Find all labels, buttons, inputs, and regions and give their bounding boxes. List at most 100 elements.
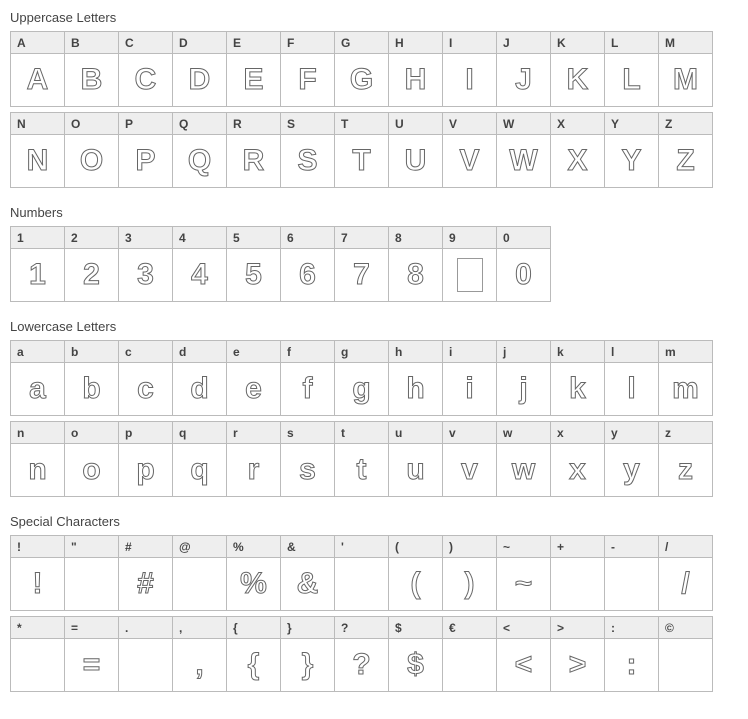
cell-glyph: i: [443, 363, 496, 415]
glyph-character: 7: [353, 258, 370, 292]
glyph-character: }: [302, 648, 314, 682]
character-cell: ==: [64, 616, 119, 692]
cell-glyph: =: [65, 639, 118, 691]
cell-header-label: W: [497, 113, 550, 135]
cell-glyph: g: [335, 363, 388, 415]
cell-glyph: h: [389, 363, 442, 415]
glyph-character: v: [461, 453, 478, 487]
cell-glyph: m: [659, 363, 712, 415]
character-cell: tt: [334, 421, 389, 497]
glyph-character: P: [135, 144, 155, 178]
character-cell: LL: [604, 31, 659, 107]
cell-glyph: t: [335, 444, 388, 496]
cell-glyph: /: [659, 558, 712, 610]
character-row: !!"##@%%&&'(())~~+-//: [10, 535, 738, 610]
cell-header-label: n: [11, 422, 64, 444]
glyph-character: Z: [676, 144, 694, 178]
cell-glyph: 2: [65, 249, 118, 301]
cell-header-label: /: [659, 536, 712, 558]
character-cell: KK: [550, 31, 605, 107]
character-cell: 11: [10, 226, 65, 302]
character-cell: pp: [118, 421, 173, 497]
glyph-character: !: [33, 567, 43, 601]
glyph-character: p: [136, 453, 154, 487]
cell-header-label: Z: [659, 113, 712, 135]
glyph-character: U: [405, 144, 427, 178]
character-cell: ww: [496, 421, 551, 497]
section-title: Special Characters: [10, 514, 738, 529]
character-row: 1122334455667788900: [10, 226, 738, 301]
cell-header-label: $: [389, 617, 442, 639]
glyph-character: W: [509, 144, 537, 178]
cell-glyph: [659, 639, 712, 691]
glyph-character: t: [357, 453, 367, 487]
glyph-character: 5: [245, 258, 262, 292]
cell-header-label: !: [11, 536, 64, 558]
glyph-character: Y: [621, 144, 641, 178]
character-row: AABBCCDDEEFFGGHHIIJJKKLLMM: [10, 31, 738, 106]
character-cell: mm: [658, 340, 713, 416]
cell-header-label: f: [281, 341, 334, 363]
glyph-character: G: [350, 63, 373, 97]
character-cell: EE: [226, 31, 281, 107]
cell-glyph: O: [65, 135, 118, 187]
character-cell: TT: [334, 112, 389, 188]
cell-glyph: c: [119, 363, 172, 415]
section-0: Uppercase LettersAABBCCDDEEFFGGHHIIJJKKL…: [10, 10, 738, 187]
cell-glyph: e: [227, 363, 280, 415]
character-cell: ##: [118, 535, 173, 611]
cell-glyph: d: [173, 363, 226, 415]
cell-header-label: =: [65, 617, 118, 639]
cell-header-label: 1: [11, 227, 64, 249]
glyph-character: F: [298, 63, 316, 97]
cell-header-label: ©: [659, 617, 712, 639]
cell-header-label: c: [119, 341, 172, 363]
glyph-character: K: [567, 63, 589, 97]
character-cell: ZZ: [658, 112, 713, 188]
cell-header-label: g: [335, 341, 388, 363]
cell-header-label: *: [11, 617, 64, 639]
character-cell: -: [604, 535, 659, 611]
cell-glyph: 8: [389, 249, 442, 301]
cell-glyph: a: [11, 363, 64, 415]
cell-header-label: T: [335, 113, 388, 135]
cell-header-label: R: [227, 113, 280, 135]
cell-glyph: 0: [497, 249, 550, 301]
cell-glyph: u: [389, 444, 442, 496]
glyph-character: M: [673, 63, 698, 97]
cell-glyph: [11, 639, 64, 691]
glyph-character: ): [465, 567, 475, 601]
character-cell: //: [658, 535, 713, 611]
character-row: *==.,,{{}}??$$€<<>>::©: [10, 616, 738, 691]
glyph-character: V: [459, 144, 479, 178]
cell-glyph: v: [443, 444, 496, 496]
character-cell: JJ: [496, 31, 551, 107]
cell-glyph: o: [65, 444, 118, 496]
cell-header-label: J: [497, 32, 550, 54]
cell-glyph: :: [605, 639, 658, 691]
glyph-character: i: [465, 372, 473, 406]
cell-glyph: N: [11, 135, 64, 187]
glyph-character: =: [83, 648, 101, 682]
character-cell: {{: [226, 616, 281, 692]
cell-header-label: C: [119, 32, 172, 54]
cell-glyph: G: [335, 54, 388, 106]
cell-glyph: J: [497, 54, 550, 106]
cell-header-label: p: [119, 422, 172, 444]
glyph-character: b: [82, 372, 100, 406]
cell-glyph: [173, 558, 226, 610]
cell-glyph: A: [11, 54, 64, 106]
cell-header-label: L: [605, 32, 658, 54]
cell-header-label: -: [605, 536, 658, 558]
character-cell: CC: [118, 31, 173, 107]
cell-header-label: ): [443, 536, 496, 558]
glyph-character: s: [299, 453, 316, 487]
glyph-character: q: [190, 453, 208, 487]
cell-header-label: x: [551, 422, 604, 444]
character-cell: ss: [280, 421, 335, 497]
character-cell: kk: [550, 340, 605, 416]
cell-header-label: #: [119, 536, 172, 558]
cell-header-label: j: [497, 341, 550, 363]
cell-glyph: T: [335, 135, 388, 187]
cell-header-label: h: [389, 341, 442, 363]
